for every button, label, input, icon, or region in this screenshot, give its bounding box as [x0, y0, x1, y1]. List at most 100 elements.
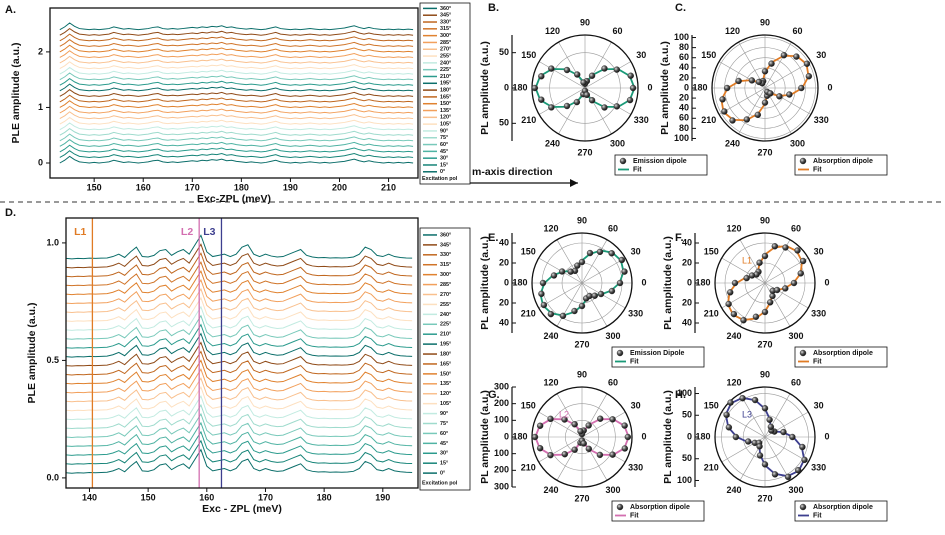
legend-label: 135° — [440, 381, 451, 387]
legend-label: 30° — [440, 156, 448, 162]
legend-label: 360° — [440, 232, 451, 238]
x-tick-label: 200 — [332, 182, 347, 192]
angle-tick-label: 120 — [545, 26, 560, 36]
angle-tick-label: 300 — [788, 331, 803, 341]
angle-tick-label: 210 — [521, 115, 536, 125]
legend-marker — [799, 503, 807, 511]
data-point — [771, 471, 779, 478]
spectrum-line — [59, 66, 414, 75]
legend-label: 195° — [440, 342, 451, 348]
legend-box — [794, 154, 888, 176]
angle-tick-label: 240 — [726, 331, 741, 341]
data-point — [591, 292, 598, 299]
angle-tick-label: 180 — [695, 431, 710, 441]
data-point — [571, 446, 578, 453]
radial-tick-label: 0 — [687, 431, 692, 441]
x-axis-label: Exc-ZPL (meV) — [197, 193, 271, 205]
legend-marker — [616, 349, 624, 357]
x-tick-label: 180 — [234, 182, 249, 192]
data-point — [782, 285, 789, 292]
line-marker-label: L1 — [74, 226, 86, 238]
angular-grid — [764, 436, 809, 463]
angle-tick-label: 90 — [760, 369, 770, 379]
spectrum-line — [65, 377, 413, 403]
data-point — [789, 433, 796, 441]
data-point — [608, 287, 616, 295]
data-point — [719, 96, 726, 103]
angle-tick-label: 150 — [701, 50, 716, 60]
legend-label: Fit — [813, 512, 822, 519]
data-point — [577, 428, 584, 435]
data-point — [531, 84, 539, 92]
radial-tick-label: 0 — [504, 277, 509, 287]
legend-label: 15° — [440, 461, 448, 467]
angle-tick-label: 270 — [577, 147, 592, 157]
data-point — [538, 96, 545, 103]
angle-tick-label: 90 — [577, 369, 587, 379]
data-point — [723, 84, 731, 92]
data-point — [793, 53, 800, 60]
spectrum-line — [59, 44, 414, 53]
data-point — [780, 52, 788, 59]
legend-marker — [619, 157, 627, 165]
angle-tick-label: 330 — [811, 308, 826, 318]
data-point — [748, 77, 756, 84]
legend-label: 165° — [440, 94, 451, 100]
legend-box — [419, 227, 471, 491]
legend-label: 60° — [440, 142, 448, 148]
radial-tick-label: 40 — [679, 103, 689, 113]
angle-tick-label: 0 — [641, 277, 646, 287]
data-point — [755, 78, 763, 86]
data-point — [735, 77, 742, 85]
legend-label: 120° — [440, 115, 451, 121]
data-point — [571, 307, 578, 315]
legend-label: 45° — [440, 441, 448, 447]
data-point — [561, 416, 568, 423]
annotation: L2 — [559, 409, 569, 419]
spectrum-line — [65, 368, 413, 394]
radial-tick-label: 300 — [494, 381, 509, 391]
angle-tick-label: 120 — [726, 378, 741, 388]
legend-label: 75° — [440, 135, 448, 141]
radial-tick-label: 0 — [684, 82, 689, 92]
angle-tick-label: 60 — [792, 26, 802, 36]
polar-frame — [711, 34, 819, 142]
data-point — [799, 443, 806, 451]
angle-tick-label: 330 — [628, 308, 643, 318]
legend-label: 180° — [440, 351, 451, 357]
data-point — [761, 405, 769, 412]
data-point — [740, 317, 747, 324]
data-point — [613, 66, 621, 73]
angle-tick-label: 120 — [543, 378, 558, 388]
data-point — [768, 60, 775, 67]
angle-tick-label: 300 — [605, 485, 620, 495]
angular-grid — [538, 411, 583, 438]
legend-label: 225° — [440, 322, 451, 328]
angle-tick-label: 150 — [704, 246, 719, 256]
legend-label: 90° — [440, 128, 448, 134]
legend-label: 330° — [440, 252, 451, 258]
angle-tick-label: 30 — [814, 400, 824, 410]
data-point — [548, 65, 555, 72]
spectrum-line — [59, 89, 414, 97]
spectrum-line — [59, 61, 414, 70]
angular-grid — [538, 436, 583, 463]
legend-marker — [616, 503, 624, 511]
spectrum-line — [65, 234, 413, 260]
spectrum-line — [59, 100, 414, 108]
radial-tick-label: 0 — [687, 277, 692, 287]
legend-label: 30° — [440, 451, 448, 457]
legend-label: 150° — [440, 101, 451, 107]
legend-box — [419, 2, 471, 185]
y-tick-label: 1 — [38, 102, 43, 112]
angular-grid — [556, 282, 583, 327]
data-point — [756, 443, 763, 450]
angular-grid — [581, 257, 626, 284]
direction-label: m-axis direction — [472, 166, 553, 178]
data-point — [786, 91, 793, 98]
angle-tick-label: 180 — [512, 82, 527, 92]
data-point — [739, 395, 746, 402]
angle-tick-label: 30 — [631, 400, 641, 410]
legend-label: Absorption dipole — [813, 158, 873, 165]
angle-tick-label: 60 — [791, 378, 801, 388]
